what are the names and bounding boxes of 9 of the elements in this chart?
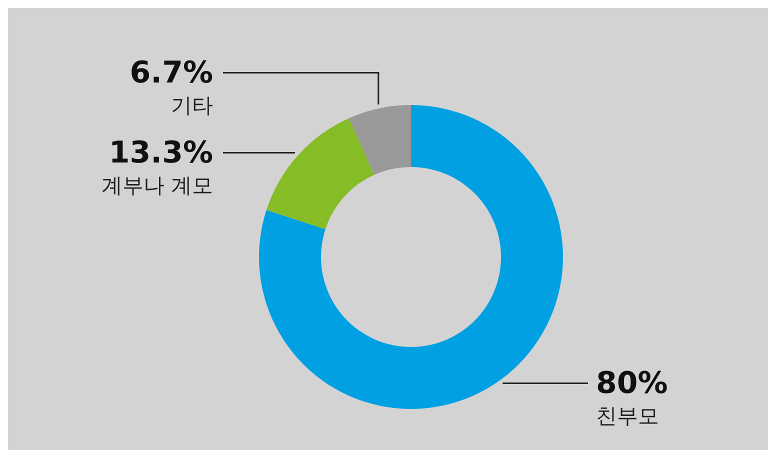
data-label: 13.3% — [108, 136, 213, 171]
data-label: 6.7% — [130, 56, 213, 91]
donut-slice — [266, 118, 374, 230]
donut-slice — [348, 105, 411, 175]
donut-slice — [259, 105, 563, 409]
slice-label: 기타 — [171, 94, 213, 118]
slice-label: 계부나 계모 — [101, 174, 213, 198]
slice-label: 친부모 — [596, 404, 659, 428]
data-label: 80% — [596, 366, 668, 402]
